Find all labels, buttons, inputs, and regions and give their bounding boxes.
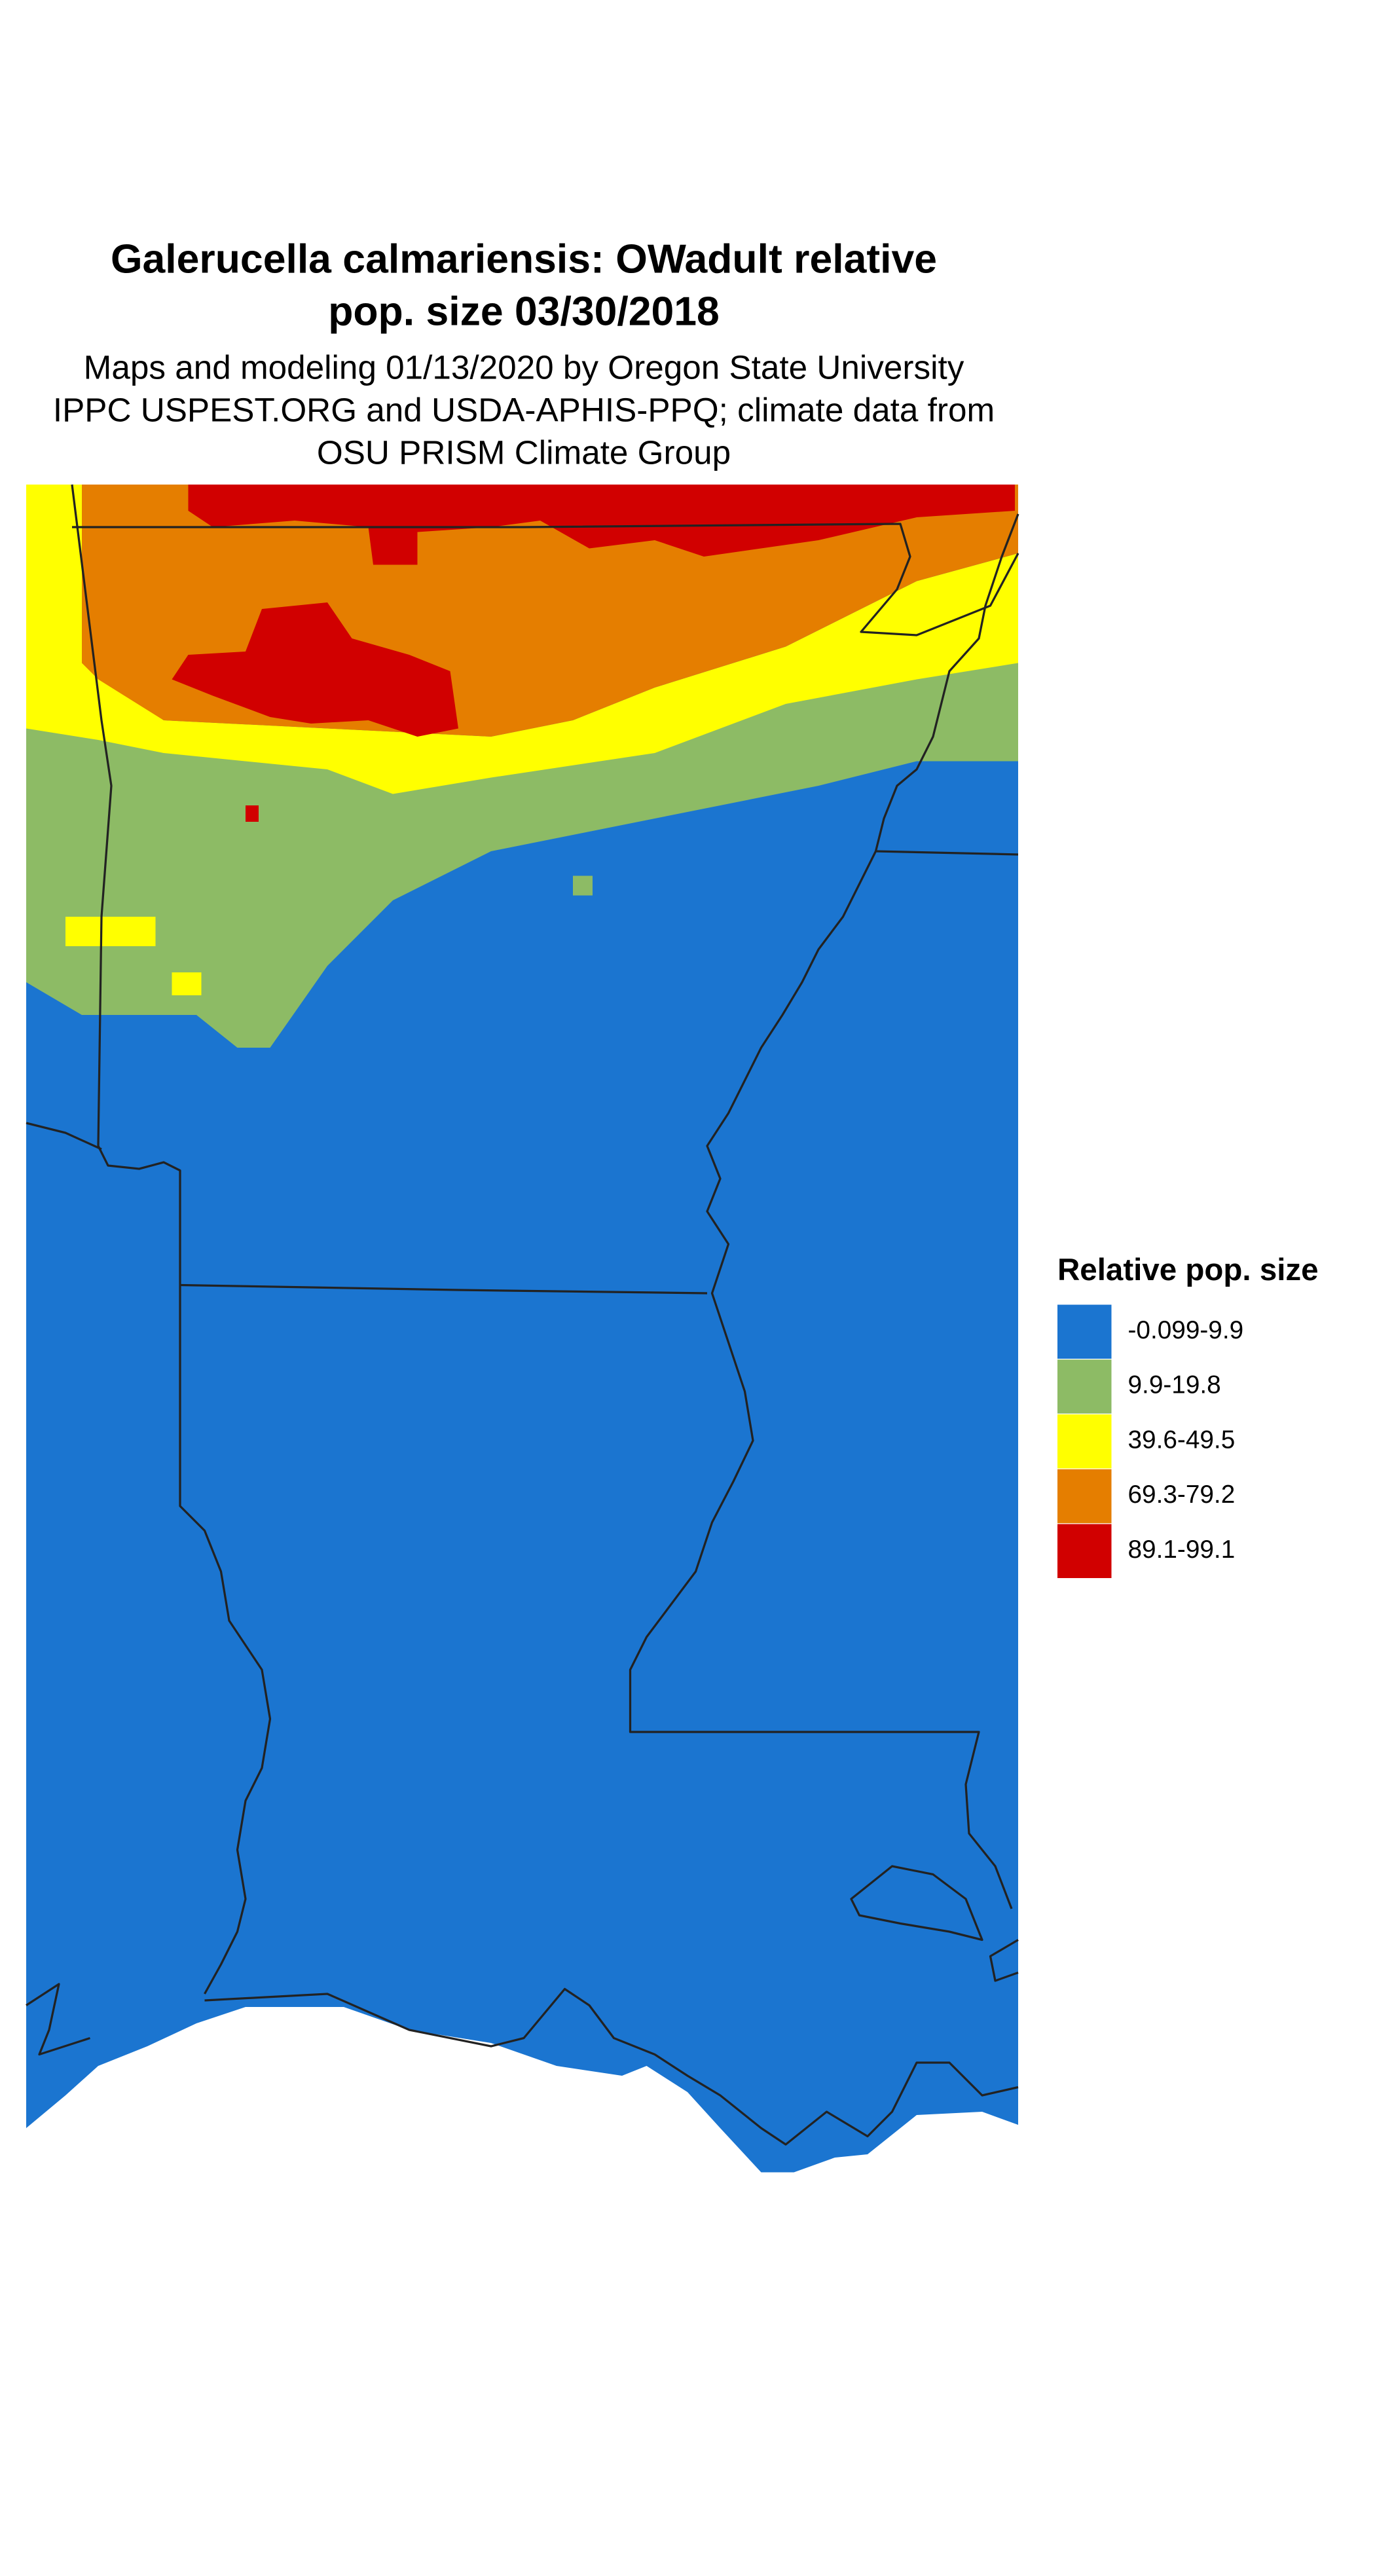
legend-label: 39.6-49.5 — [1128, 1426, 1236, 1454]
legend: Relative pop. size -0.099-9.9 9.9-19.8 39.… — [1057, 1253, 1319, 1578]
legend-title: Relative pop. size — [1057, 1253, 1319, 1287]
zone-red — [172, 602, 458, 737]
border — [26, 1983, 90, 2056]
title-block: Galerucella calmariensis: OWadult relati… — [53, 236, 995, 471]
zone-yellow — [172, 972, 202, 995]
subtitle-line: Maps and modeling 01/13/2020 by Oregon S… — [84, 349, 964, 386]
map-raster — [26, 485, 1018, 2173]
border — [850, 1865, 983, 1941]
legend-swatch — [1057, 1359, 1112, 1414]
legend-swatch — [1057, 1469, 1112, 1524]
zone-green — [573, 875, 593, 896]
border — [629, 513, 1019, 1909]
subtitle-line: OSU PRISM Climate Group — [317, 434, 731, 471]
zone-yellow — [26, 485, 1018, 794]
legend-label: -0.099-9.9 — [1128, 1316, 1244, 1344]
border — [71, 484, 272, 1995]
subtitle-line: IPPC USPEST.ORG and USDA-APHIS-PPQ; clim… — [53, 392, 995, 429]
legend-label: 69.3-79.2 — [1128, 1481, 1236, 1509]
border — [26, 1122, 102, 1150]
title-line: pop. size 03/30/2018 — [328, 289, 720, 335]
legend-label: 9.9-19.8 — [1128, 1371, 1221, 1399]
legend-label: 89.1-99.1 — [1128, 1536, 1236, 1564]
border — [875, 850, 1019, 856]
legend-swatch — [1057, 1414, 1112, 1469]
title-line: Galerucella calmariensis: OWadult relati… — [111, 236, 937, 282]
border — [72, 523, 1019, 636]
border — [989, 1939, 1019, 1982]
legend-swatch — [1057, 1524, 1112, 1578]
zone-yellow — [65, 917, 156, 946]
zone-red — [188, 485, 1015, 565]
state-borders — [26, 484, 1019, 2146]
zone-red — [246, 805, 259, 822]
border — [204, 1987, 1019, 2146]
legend-swatch — [1057, 1304, 1112, 1359]
border — [179, 1283, 708, 1295]
